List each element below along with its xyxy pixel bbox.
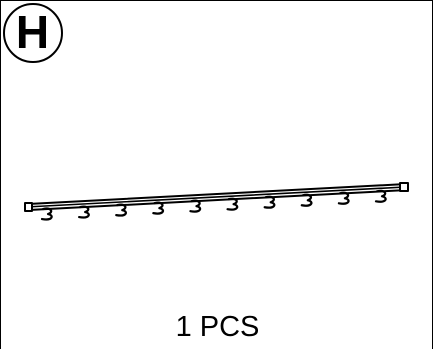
part-letter-badge: H (3, 3, 63, 63)
hook (374, 189, 387, 203)
hook (115, 203, 127, 217)
hook (152, 201, 165, 215)
hook (300, 193, 313, 207)
part-letter: H (15, 6, 50, 58)
hook (189, 199, 202, 213)
rail-end-right (399, 182, 409, 192)
hook (263, 195, 276, 209)
hook (226, 197, 239, 211)
rail-end-left (24, 202, 33, 212)
rail-bar-edge (25, 186, 406, 208)
hook (78, 205, 90, 219)
hook (337, 191, 350, 205)
hooks (40, 189, 387, 221)
hook-rail (24, 182, 409, 212)
hook (40, 207, 53, 221)
quantity-label: 1 PCS (175, 311, 260, 343)
